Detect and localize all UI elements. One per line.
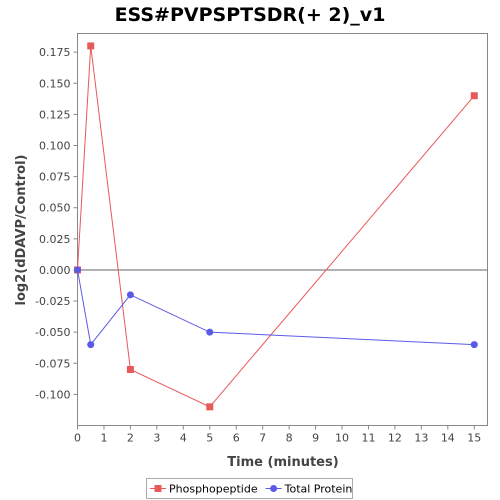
y-axis-label: log2(dDAVP/Control) xyxy=(14,155,29,306)
y-axis: -0.100 -0.075 -0.050 -0.025 0.000 0.025 0.050 0… xyxy=(35,46,78,401)
series-layer xyxy=(74,42,478,411)
legend-marker xyxy=(154,485,162,492)
x-tick-label: 14 xyxy=(441,432,455,445)
data-point xyxy=(87,341,95,349)
x-tick-label: 10 xyxy=(335,432,349,445)
x-tick-label: 5 xyxy=(206,432,213,445)
x-tick-label: 6 xyxy=(233,432,240,445)
x-tick-label: 1 xyxy=(100,432,107,445)
x-tick-label: 12 xyxy=(388,432,402,445)
x-tick-label: 2 xyxy=(127,432,134,445)
y-tick-label: 0.175 xyxy=(39,46,71,59)
x-tick-label: 9 xyxy=(312,432,319,445)
data-point xyxy=(126,366,134,373)
legend: Phosphopeptide Total Protein xyxy=(146,478,353,499)
y-tick-label: 0.100 xyxy=(39,140,71,153)
data-point xyxy=(470,341,478,349)
x-tick-label: 11 xyxy=(361,432,375,445)
data-point xyxy=(87,42,95,50)
legend-label: Phosphopeptide xyxy=(169,483,258,496)
chart-title: ESS#PVPSPTSDR(+ 2)_v1 xyxy=(115,4,386,26)
data-point xyxy=(470,92,478,100)
x-tick-label: 3 xyxy=(153,432,160,445)
y-tick-label: -0.050 xyxy=(35,326,70,339)
x-tick-label: 4 xyxy=(180,432,187,445)
x-tick-label: 13 xyxy=(414,432,428,445)
y-tick-label: -0.075 xyxy=(35,357,70,370)
legend-box xyxy=(146,478,353,499)
data-point xyxy=(206,328,214,336)
x-axis-label: Time (minutes) xyxy=(227,455,338,470)
data-point xyxy=(126,291,134,299)
x-tick-label: 7 xyxy=(259,432,266,445)
x-tick-label: 8 xyxy=(286,432,293,445)
x-tick-label: 0 xyxy=(74,432,81,445)
y-tick-label: 0.025 xyxy=(39,233,71,246)
data-point xyxy=(206,403,214,411)
x-axis: 0 1 2 3 4 5 6 7 8 9 10 11 12 13 14 15 xyxy=(74,425,481,445)
x-tick-label: 15 xyxy=(467,432,481,445)
plot-area xyxy=(77,33,488,426)
legend-marker xyxy=(270,485,278,492)
data-point xyxy=(74,266,81,274)
y-tick-label: 0.000 xyxy=(39,264,71,277)
y-tick-label: 0.075 xyxy=(39,171,71,184)
y-tick-label: -0.025 xyxy=(35,295,70,308)
y-tick-label: 0.125 xyxy=(39,108,71,121)
legend-label: Total Protein xyxy=(284,483,353,496)
y-tick-label: 0.050 xyxy=(39,202,71,215)
y-tick-label: -0.100 xyxy=(35,388,70,401)
y-tick-label: 0.150 xyxy=(39,77,71,90)
